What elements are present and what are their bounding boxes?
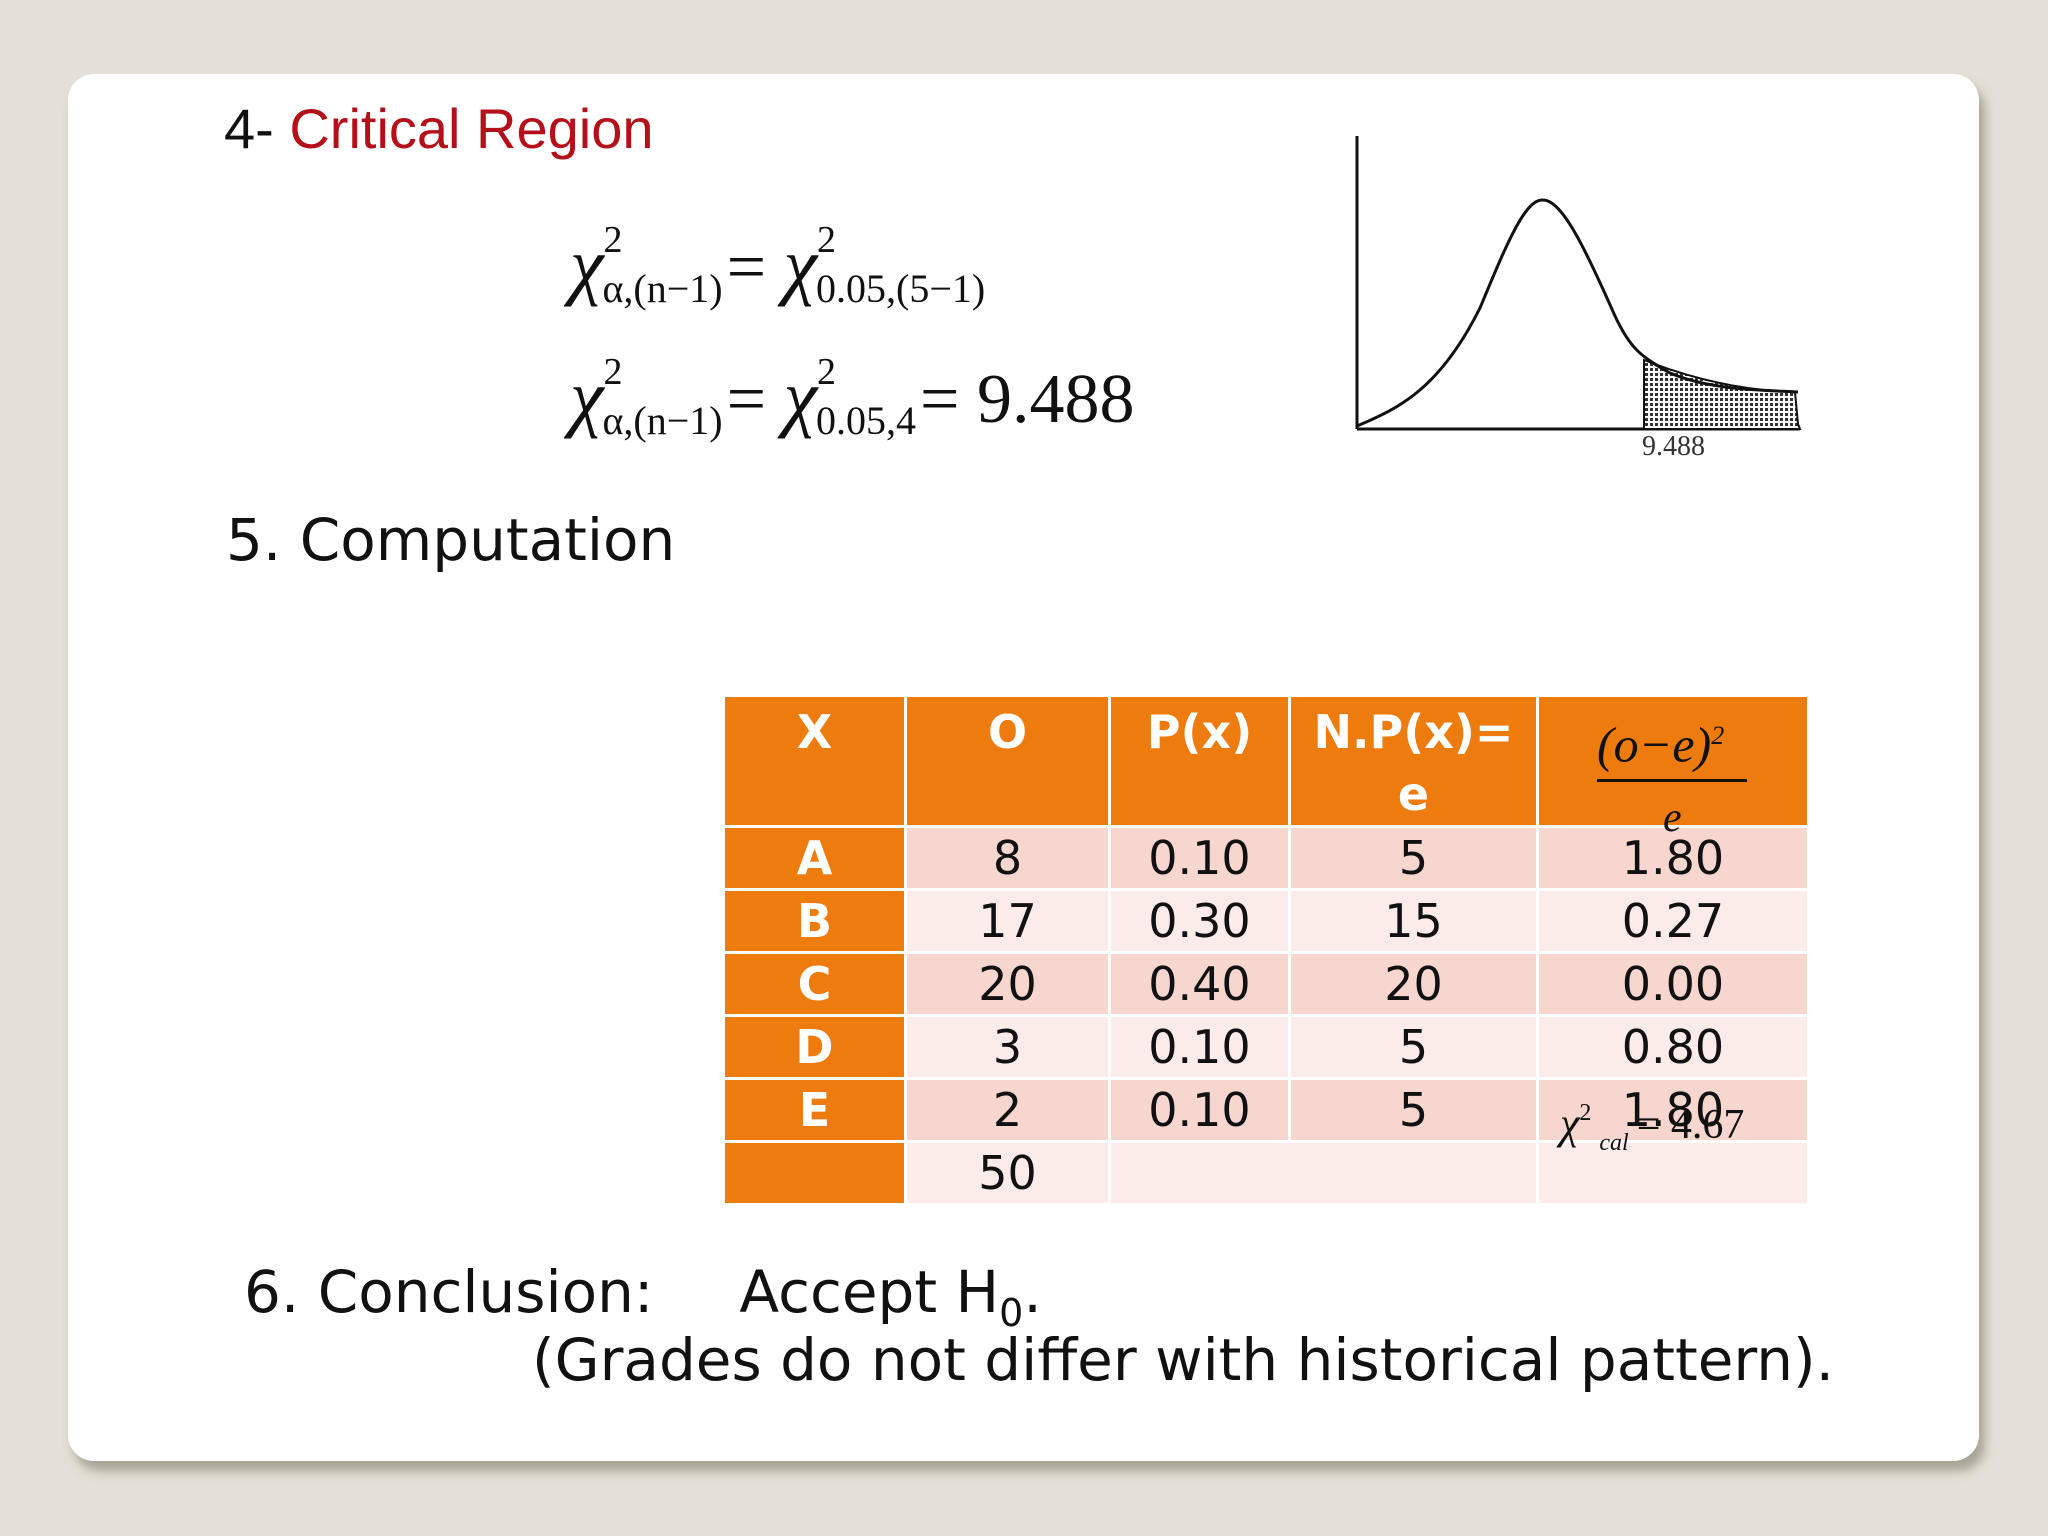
table-row: E 2 0.10 5 1.80 (722, 1077, 1810, 1143)
table-total-row: 50 (722, 1140, 1810, 1206)
observed-cell: 3 (904, 1014, 1111, 1080)
lhs-subscript: α,(n−1) (602, 266, 723, 311)
header-x: X (722, 694, 907, 828)
expected-cell: 20 (1288, 951, 1539, 1017)
expected-cell: 15 (1288, 888, 1539, 954)
row-label: D (722, 1014, 907, 1080)
critical-value: 9.488 (977, 361, 1135, 438)
header-o: O (904, 694, 1111, 828)
critical-region-heading: 4- Critical Region (224, 96, 654, 161)
lhs-subscript: α,(n−1) (602, 398, 723, 443)
computation-table: X O P(x) N.P(x)= e (o−e)2 e A 8 0.10 5 1.… (722, 694, 1810, 1206)
table-row: D 3 0.10 5 0.80 (722, 1014, 1810, 1080)
probability-cell: 0.10 (1108, 1077, 1291, 1143)
chi-symbol: χ (783, 223, 818, 307)
header-npx-line1: N.P(x)= (1313, 705, 1514, 759)
conclusion-subscript: 0 (999, 1291, 1024, 1335)
expected-cell: 5 (1288, 1014, 1539, 1080)
observed-cell: 20 (904, 951, 1111, 1017)
chi-symbol: χ (783, 355, 818, 439)
rhs-subscript: 0.05,(5−1) (816, 266, 986, 311)
equals-sign: = (920, 361, 977, 438)
superscript: 2 (603, 351, 623, 393)
header-px: P(x) (1108, 694, 1291, 828)
superscript: 2 (817, 351, 837, 393)
rhs-subscript: 0.05,4 (816, 398, 917, 443)
conclusion-reason: (Grades do not differ with historical pa… (532, 1326, 1835, 1394)
chi-symbol: χ (570, 355, 604, 439)
chi-cal-subscript: cal (1599, 1130, 1629, 1156)
chi-square-distribution-graph: 9.488 (1355, 136, 1802, 462)
numerator-text: (o−e) (1597, 716, 1712, 773)
chi-calculated: χ2 cal = 4.67 (1560, 1098, 1745, 1156)
numerator-exponent: 2 (1711, 721, 1725, 750)
chi-component-cell: 1.80 (1536, 1077, 1810, 1143)
computation-heading: 5. Computation (226, 506, 676, 574)
probability-cell: 0.30 (1108, 888, 1291, 954)
empty-cell (1536, 1140, 1810, 1206)
table-row: B 17 0.30 15 0.27 (722, 888, 1810, 954)
probability-cell: 0.10 (1108, 1014, 1291, 1080)
table-row: C 20 0.40 20 0.00 (722, 951, 1810, 1017)
total-observed-cell: 50 (904, 1140, 1111, 1206)
observed-cell: 8 (904, 825, 1111, 891)
chi-symbol: χ (1560, 1099, 1580, 1148)
heading-title: Critical Region (289, 97, 654, 160)
fraction-numerator: (o−e)2 (1597, 705, 1724, 776)
conclusion-line: 6. Conclusion: Accept H0. (244, 1258, 1042, 1335)
row-label: E (722, 1077, 907, 1143)
equals-sign: = (726, 361, 784, 438)
formula-line-2: χ2α,(n−1) = χ20.05,4 = 9.488 (570, 351, 1135, 443)
fraction-bar (1597, 779, 1747, 782)
header-npx-line2: e (1397, 767, 1430, 821)
header-chi-component: (o−e)2 e (1536, 694, 1810, 841)
formula-line-1: χ2α,(n−1) = χ20.05,(5−1) (570, 219, 986, 311)
table-header-row: X O P(x) N.P(x)= e (o−e)2 e (722, 694, 1810, 841)
conclusion-label: 6. Conclusion: (244, 1258, 654, 1326)
fraction-formula: (o−e)2 e (1539, 701, 1807, 841)
header-npx: N.P(x)= e (1288, 694, 1539, 828)
row-label: C (722, 951, 907, 1017)
chi-component-cell: 0.00 (1536, 951, 1810, 1017)
observed-cell: 17 (904, 888, 1111, 954)
density-curve (1356, 198, 1799, 428)
chi-symbol: χ (570, 223, 604, 307)
expected-cell: 5 (1288, 825, 1539, 891)
fraction-denominator: e (1663, 795, 1682, 841)
conclusion-period: . (1023, 1258, 1042, 1326)
superscript: 2 (603, 219, 623, 261)
chi-component-cell: 0.27 (1536, 888, 1810, 954)
row-label: B (722, 888, 907, 954)
chi-cal-exponent: 2 (1579, 1100, 1592, 1126)
heading-number: 4- (224, 97, 290, 160)
row-label: A (722, 825, 907, 891)
critical-value-label: 9.488 (1642, 431, 1705, 462)
chi-cal-value: = 4.67 (1636, 1102, 1745, 1148)
chi-component-cell: 1.80 (1536, 825, 1810, 891)
expected-cell: 5 (1288, 1077, 1539, 1143)
probability-cell: 0.40 (1108, 951, 1291, 1017)
probability-cell: 0.10 (1108, 825, 1291, 891)
table-row: A 8 0.10 5 1.80 (722, 825, 1810, 891)
row-label-empty (722, 1140, 907, 1206)
chi-component-cell: 0.80 (1536, 1014, 1810, 1080)
empty-cell (1108, 1140, 1539, 1206)
superscript: 2 (817, 219, 837, 261)
conclusion-accept: Accept H (739, 1258, 1000, 1326)
observed-cell: 2 (904, 1077, 1111, 1143)
equals-sign: = (726, 229, 784, 306)
